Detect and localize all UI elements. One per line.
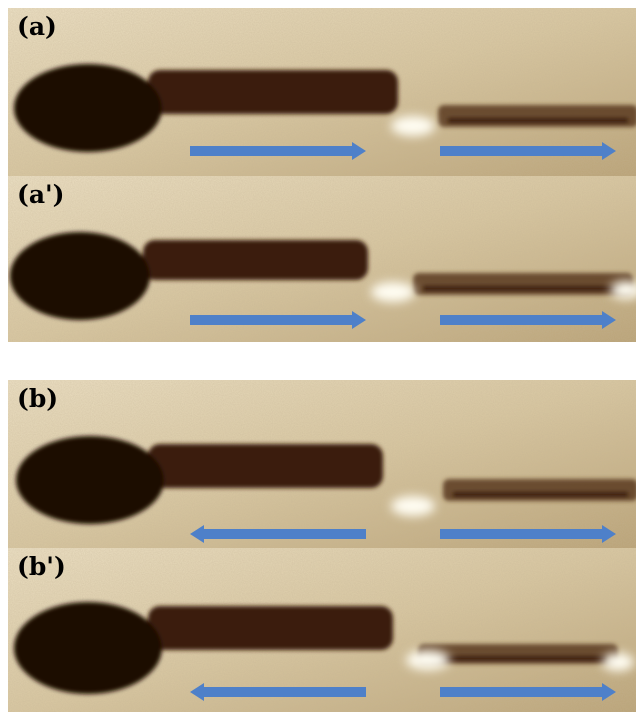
image-panel-a: (a) — [8, 8, 636, 176]
bright-spot — [406, 650, 450, 670]
panel-label-b: (b) — [17, 384, 59, 413]
micrograph-a — [8, 8, 636, 176]
magnetic-domain — [16, 436, 636, 524]
bright-spot — [391, 496, 435, 516]
panel-label-a: (a) — [17, 12, 57, 41]
arrow-right-icon — [190, 311, 366, 329]
magnetic-domain — [14, 64, 636, 152]
arrow-right-icon — [440, 311, 616, 329]
panel-label-a-prime: (a') — [17, 180, 65, 209]
micrograph-b-prime — [8, 548, 636, 712]
bright-spot — [371, 282, 415, 302]
arrow-right-icon — [440, 142, 616, 160]
arrow-left-icon — [190, 683, 366, 701]
arrow-right-icon — [440, 683, 616, 701]
image-panel-a-prime: (a') — [8, 176, 636, 342]
arrow-left-icon — [190, 525, 366, 543]
image-panel-b-prime: (b') — [8, 548, 636, 712]
magnetic-domain — [10, 232, 633, 320]
panel-label-b-prime: (b') — [17, 552, 66, 581]
bright-spot-right — [610, 281, 636, 299]
bright-spot-right — [602, 653, 634, 671]
magnetic-domain — [14, 602, 618, 694]
micrograph-a-prime — [8, 176, 636, 342]
image-panel-b: (b) — [8, 380, 636, 548]
micrograph-b — [8, 380, 636, 548]
arrow-right-icon — [440, 525, 616, 543]
bright-spot — [391, 116, 435, 136]
arrow-right-icon — [190, 142, 366, 160]
